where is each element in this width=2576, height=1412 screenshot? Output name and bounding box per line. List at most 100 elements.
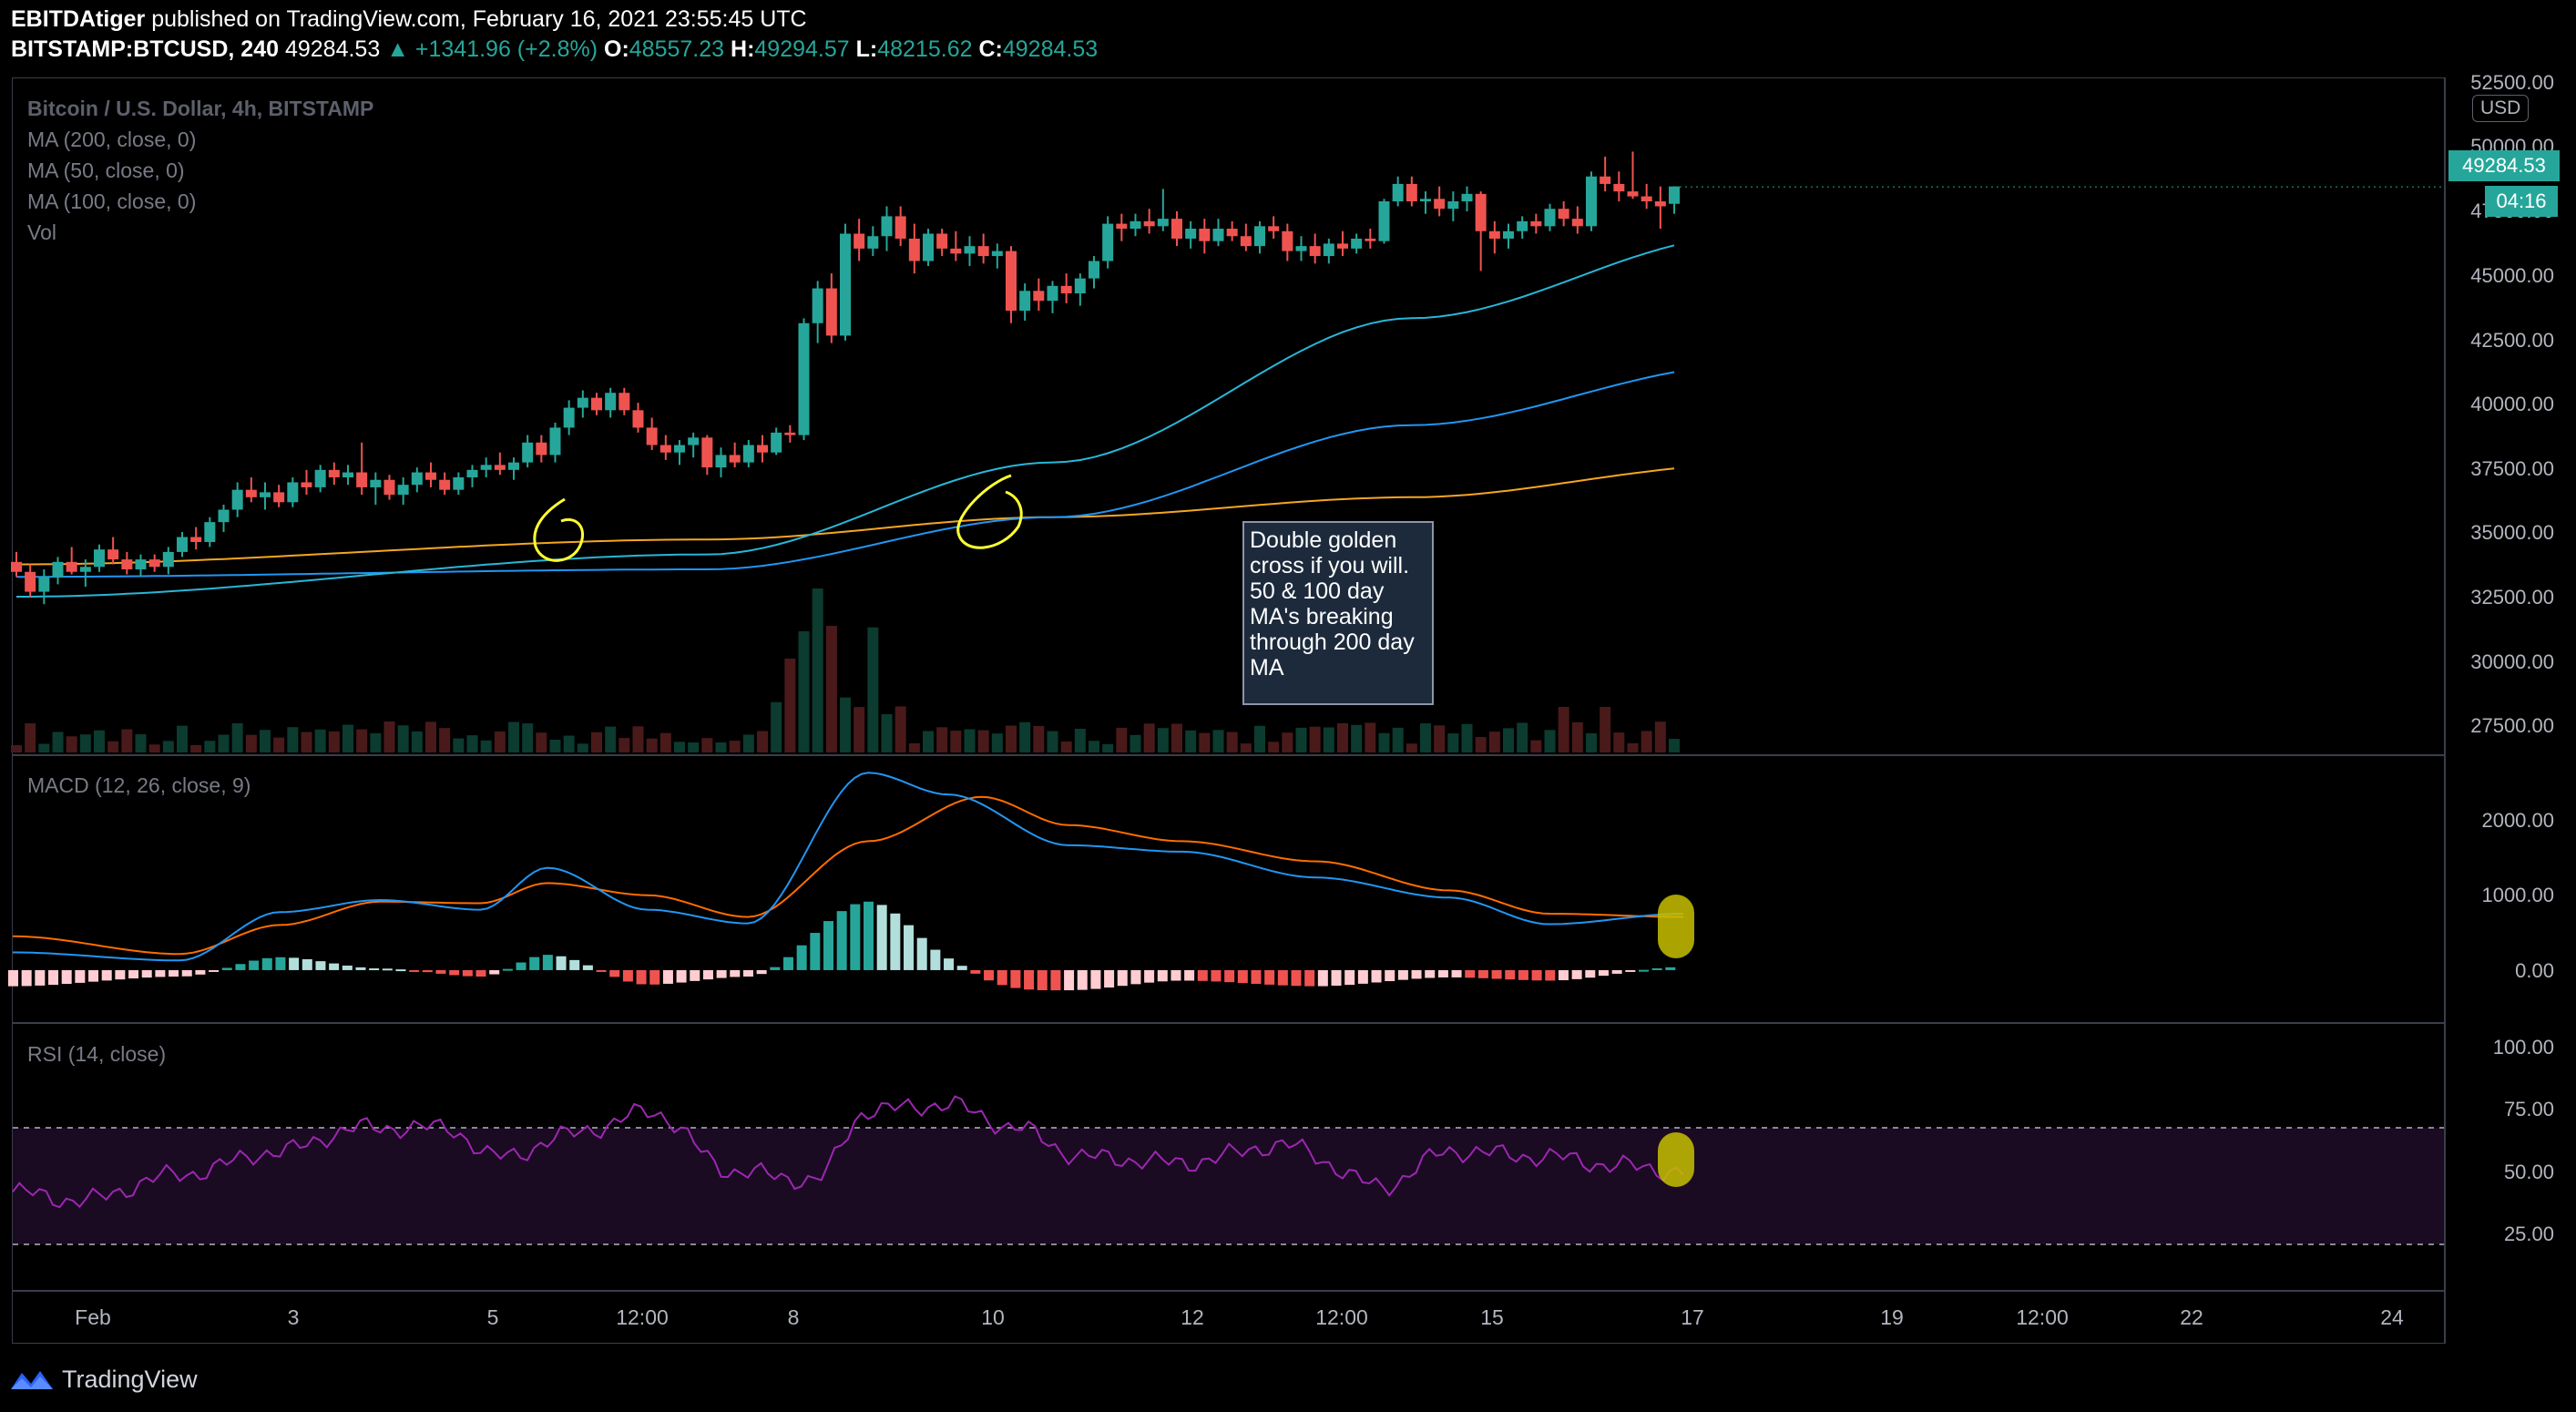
tradingview-branding[interactable]: TradingView bbox=[9, 1363, 198, 1396]
candle-body bbox=[148, 559, 160, 568]
candle-body bbox=[1434, 199, 1446, 210]
candle-body bbox=[840, 233, 851, 336]
candle-body bbox=[453, 477, 465, 490]
volume-bar bbox=[1530, 740, 1542, 752]
candle-body bbox=[1378, 201, 1390, 241]
y-tick-rsi: 75.00 bbox=[2503, 1098, 2554, 1120]
volume-bar bbox=[1392, 727, 1404, 752]
candle-body bbox=[273, 492, 285, 503]
candle-body bbox=[549, 427, 561, 455]
volume-bar bbox=[342, 724, 353, 752]
macd-histogram-bar bbox=[1331, 969, 1342, 987]
volume-bar bbox=[1309, 726, 1321, 752]
macd-histogram-bar bbox=[155, 969, 166, 977]
volume-bar bbox=[466, 735, 478, 752]
candle-body bbox=[1116, 223, 1128, 230]
volume-bar bbox=[1019, 721, 1031, 752]
candle-body bbox=[301, 482, 312, 487]
volume-bar bbox=[107, 741, 119, 752]
volume-bar bbox=[94, 730, 105, 752]
macd-histogram-bar bbox=[195, 969, 206, 975]
open-label: O: bbox=[604, 36, 629, 62]
main-legend: Bitcoin / U.S. Dollar, 4h, BITSTAMP MA (… bbox=[27, 93, 373, 248]
high-value: 49294.57 bbox=[754, 36, 850, 62]
candle-body bbox=[66, 561, 77, 572]
macd-histogram-bar bbox=[1505, 969, 1516, 980]
currency-button[interactable]: USD bbox=[2472, 95, 2530, 122]
candle-body bbox=[245, 489, 257, 497]
macd-histogram-bar bbox=[516, 962, 526, 970]
candle-body bbox=[190, 537, 202, 542]
volume-bar bbox=[854, 707, 865, 752]
main-legend-title[interactable]: Bitcoin / U.S. Dollar, 4h, BITSTAMP bbox=[27, 97, 374, 120]
volume-bar bbox=[591, 732, 602, 752]
legend-ma100[interactable]: MA (100, close, 0) bbox=[27, 189, 197, 213]
y-tick-main: 45000.00 bbox=[2470, 264, 2554, 287]
macd-legend[interactable]: MACD (12, 26, close, 9) bbox=[27, 770, 250, 801]
candle-body bbox=[1503, 230, 1514, 239]
macd-histogram-bar bbox=[1477, 969, 1488, 978]
candle-body bbox=[218, 509, 230, 523]
candle-body bbox=[798, 322, 810, 435]
macd-histogram-bar bbox=[609, 969, 620, 977]
macd-histogram-bar bbox=[1437, 969, 1448, 977]
macd-histogram-bar bbox=[1077, 969, 1088, 990]
low-value: 48215.62 bbox=[877, 36, 973, 62]
annotation-callout[interactable]: Double golden cross if you will. 50 & 10… bbox=[1242, 521, 1434, 705]
candle-body bbox=[1558, 209, 1569, 220]
legend-ma200[interactable]: MA (200, close, 0) bbox=[27, 128, 197, 151]
macd-histogram-bar bbox=[181, 969, 192, 977]
pane-divider-macd-rsi[interactable] bbox=[12, 1022, 2445, 1024]
volume-bar bbox=[563, 735, 575, 752]
macd-histogram-bar bbox=[930, 949, 941, 970]
volume-bar bbox=[79, 734, 91, 752]
legend-vol[interactable]: Vol bbox=[27, 220, 56, 244]
macd-histogram-bar bbox=[329, 963, 340, 970]
symbol-quote-line: BITSTAMP:BTCUSD, 240 49284.53 ▲ +1341.96… bbox=[11, 36, 1098, 63]
candle-body bbox=[688, 437, 700, 445]
candle-body bbox=[1295, 246, 1307, 251]
volume-bar bbox=[1226, 732, 1238, 752]
volume-bar bbox=[52, 732, 64, 752]
volume-bar bbox=[494, 732, 506, 752]
candle-body bbox=[1323, 243, 1334, 257]
macd-histogram-bar bbox=[1291, 969, 1302, 987]
candle-body bbox=[964, 246, 976, 254]
volume-bar bbox=[798, 630, 810, 752]
macd-histogram-bar bbox=[823, 921, 833, 970]
macd-histogram-bar bbox=[1598, 969, 1609, 977]
macd-histogram-bar bbox=[1611, 969, 1622, 974]
volume-bar bbox=[1060, 741, 1072, 752]
rsi-legend[interactable]: RSI (14, close) bbox=[27, 1039, 166, 1069]
macd-histogram-bar bbox=[690, 969, 700, 981]
y-tick-main: 35000.00 bbox=[2470, 521, 2554, 544]
candle-body bbox=[825, 288, 837, 336]
publisher-name[interactable]: EBITDAtiger bbox=[11, 6, 146, 32]
macd-histogram-bar bbox=[556, 956, 567, 970]
candle-body bbox=[923, 233, 934, 261]
volume-bar bbox=[1254, 725, 1265, 752]
legend-ma50[interactable]: MA (50, close, 0) bbox=[27, 159, 185, 182]
x-tick: 17 bbox=[1681, 1305, 1704, 1329]
candle-body bbox=[701, 437, 713, 468]
last-price: 49284.53 bbox=[284, 36, 381, 62]
volume-bar bbox=[328, 731, 340, 752]
volume-bar bbox=[314, 729, 326, 752]
volume-bar bbox=[715, 742, 727, 752]
volume-bar bbox=[1641, 731, 1652, 752]
candle-body bbox=[439, 479, 451, 490]
candle-body bbox=[121, 559, 133, 570]
volume-bar bbox=[977, 730, 989, 752]
macd-histogram-bar bbox=[702, 969, 713, 980]
macd-histogram-bar bbox=[944, 958, 955, 970]
macd-histogram-bar bbox=[289, 957, 300, 970]
macd-histogram-bar bbox=[582, 965, 593, 970]
volume-bar bbox=[674, 742, 685, 752]
candle-body bbox=[1268, 226, 1280, 231]
volume-bar bbox=[771, 701, 782, 752]
y-tick-main: 52500.00 bbox=[2470, 71, 2554, 94]
macd-histogram-bar bbox=[864, 901, 874, 970]
macd-histogram-bar bbox=[101, 969, 112, 981]
pane-divider-main-macd[interactable] bbox=[12, 754, 2445, 756]
